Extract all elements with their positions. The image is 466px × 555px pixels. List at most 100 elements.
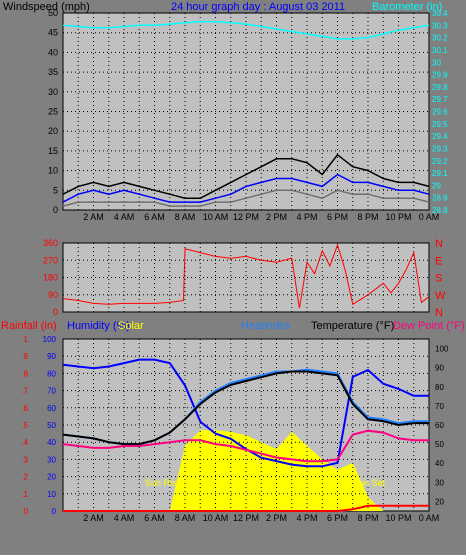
compass-label: N (435, 307, 443, 319)
windspeed-tick-label: 30 (48, 87, 58, 97)
temperature-line (62, 370, 429, 446)
rainfall-tick-label: .6 (21, 404, 28, 413)
temperature-ticks: 20 30 40 50 60 70 80 90 100 (435, 345, 449, 507)
heatindex-axis-label: Heatindex (241, 320, 291, 332)
compass-label: N (435, 238, 443, 250)
x-tick-label: 2 AM (83, 513, 104, 523)
solar-area (63, 430, 429, 511)
barometer-tick-label: 30.1 (432, 46, 448, 55)
x-tick-label: 4 AM (114, 212, 135, 222)
x-tick-label: 2 PM (266, 212, 287, 222)
humidity-tick-label: 20 (47, 473, 56, 482)
x-tick-label: 4 AM (114, 513, 135, 523)
rainfall-tick-label: .9 (21, 352, 28, 361)
humidity-tick-label: 10 (47, 490, 56, 499)
x-tick-label: 0 AM (419, 212, 440, 222)
x-tick-label: 10 PM (385, 513, 411, 523)
barometer-line (62, 20, 430, 40)
temperature-tick-label: 90 (435, 364, 444, 373)
temperature-axis-label: Temperature (°F) (311, 320, 394, 332)
barometer-axis-label: Barometer (in) (372, 1, 442, 13)
temperature-grid (63, 339, 429, 511)
rainfall-tick-label: .3 (21, 455, 28, 464)
barometer-tick-label: 29.7 (432, 95, 448, 104)
x-tick-label: 10 AM (203, 513, 229, 523)
solar-axis-label: Solar (118, 320, 144, 332)
x-tick-label: 8 PM (357, 212, 378, 222)
wind-average-line (62, 173, 430, 203)
barometer-tick-label: 29.4 (432, 132, 448, 141)
barometer-tick-label: 29.3 (432, 144, 448, 153)
dewpoint-axis-label: Dew Point (°F) (393, 320, 465, 332)
x-tick-label: 8 AM (175, 212, 196, 222)
rainfall-tick-label: .4 (21, 438, 28, 447)
wind-series (62, 20, 430, 207)
humidity-tick-label: 90 (47, 352, 56, 361)
humidity-tick-label: 50 (47, 421, 56, 430)
barometer-tick-label: 30.2 (432, 34, 448, 43)
x-tick-label: 4 PM (296, 513, 317, 523)
temperature-tick-label: 40 (435, 459, 444, 468)
windspeed-tick-label: 10 (48, 166, 58, 176)
barometer-tick-label: 29.2 (432, 157, 448, 166)
barometer-tick-label: 28.8 (432, 206, 448, 215)
temperature-tick-label: 50 (435, 440, 444, 449)
wind-panel: Windspeed (mph) 24 hour graph day : Augu… (3, 1, 448, 222)
x-tick-label: 2 PM (266, 513, 287, 523)
windspeed-ticks: 0 5 10 15 20 25 30 35 40 45 50 (48, 8, 58, 215)
windspeed-tick-label: 45 (48, 28, 58, 38)
temperature-series (62, 358, 429, 512)
temperature-tick-label: 70 (435, 402, 444, 411)
windspeed-tick-label: 25 (48, 107, 58, 117)
barometer-tick-label: 29.5 (432, 120, 448, 129)
temperature-x-ticks: 2 AM 4 AM 6 AM 8 AM 10 AM 12 PM 2 PM 4 PM 6 PM 8 … (83, 513, 439, 523)
compass-label: E (435, 255, 442, 267)
solar-fill (63, 430, 429, 511)
humidity-tick-label: 80 (47, 369, 56, 378)
wind-low-line (62, 189, 430, 207)
barometer-tick-label: 30.4 (432, 9, 448, 18)
direction-degree-label: 90 (48, 290, 58, 300)
barometer-ticks: 28.8 28.9 29 29.1 29.2 29.3 29.4 29.5 29.6 29.7 29… (432, 9, 448, 215)
direction-plot-area (62, 242, 430, 313)
rainfall-line (63, 504, 429, 512)
barometer-tick-label: 29.1 (432, 169, 448, 178)
x-tick-label: 8 PM (357, 513, 378, 523)
rainfall-tick-label: 0 (24, 507, 29, 516)
temperature-tick-label: 100 (435, 345, 449, 354)
direction-degree-ticks: 0 90 180 270 360 (43, 238, 58, 317)
x-tick-label: 0 AM (419, 513, 440, 523)
temperature-tick-label: 20 (435, 497, 444, 506)
wind-x-ticks: 2 AM 4 AM 6 AM 8 AM 10 AM 12 PM 2 PM 4 PM 6 PM 8 … (83, 212, 439, 222)
windspeed-tick-label: 20 (48, 126, 58, 136)
compass-label: W (435, 290, 446, 302)
x-tick-label: 6 AM (144, 513, 165, 523)
humidity-ticks: 0 10 20 30 40 50 60 70 80 90 100 (43, 335, 57, 516)
temperature-tick-label: 30 (435, 478, 444, 487)
direction-degree-label: 180 (43, 273, 58, 283)
x-tick-label: 12 PM (233, 212, 259, 222)
direction-degree-label: 0 (53, 307, 58, 317)
x-tick-label: 10 AM (203, 212, 229, 222)
rainfall-tick-label: 1 (24, 335, 29, 344)
x-tick-label: 12 PM (233, 513, 259, 523)
dewpoint-line (62, 429, 429, 463)
humidity-axis-label: Humidity (%) (67, 320, 130, 332)
humidity-tick-label: 40 (47, 438, 56, 447)
windspeed-line (62, 153, 430, 199)
x-tick-label: 6 PM (327, 513, 348, 523)
direction-degree-label: 270 (43, 255, 58, 265)
barometer-tick-label: 30.3 (432, 21, 448, 30)
x-tick-label: 6 AM (144, 212, 165, 222)
windspeed-axis-label: Windspeed (mph) (3, 1, 90, 13)
windspeed-tick-label: 5 (53, 185, 58, 195)
barometer-tick-label: 28.9 (432, 194, 448, 203)
sun-set-label: Sun Set (353, 478, 386, 488)
direction-degree-label: 360 (43, 238, 58, 248)
windspeed-tick-label: 15 (48, 146, 58, 156)
x-tick-label: 8 AM (175, 513, 196, 523)
temperature-tick-label: 80 (435, 383, 444, 392)
